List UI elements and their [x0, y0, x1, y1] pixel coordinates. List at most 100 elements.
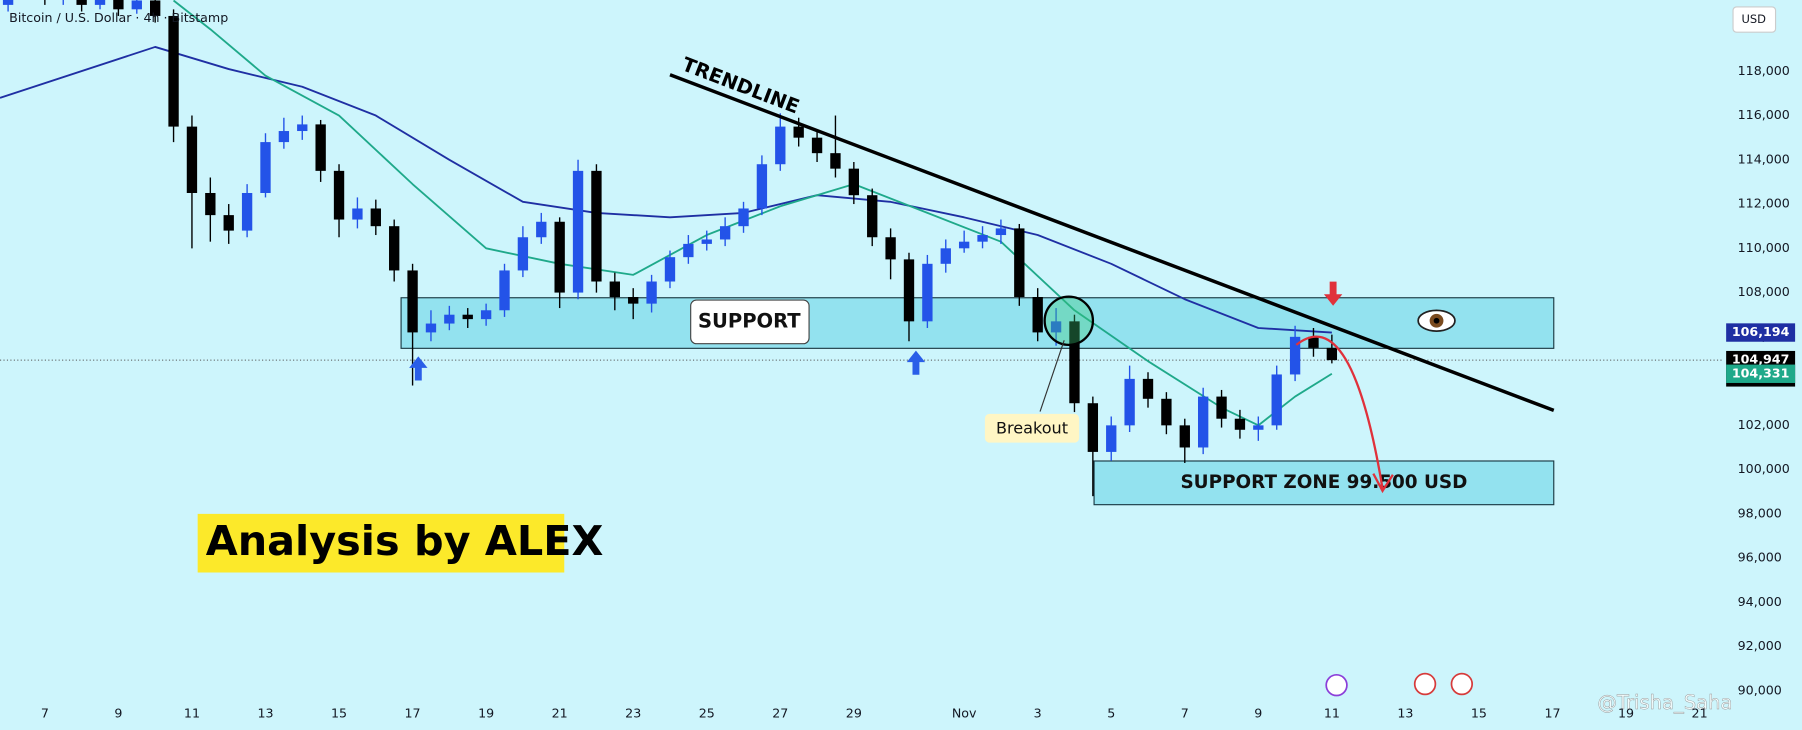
- y-tick-label: 94,000: [1738, 594, 1782, 609]
- candle-body: [168, 15, 179, 127]
- y-tick-label: 90,000: [1738, 682, 1782, 697]
- watermark: @Trisha_Saha: [1597, 691, 1732, 714]
- candle-body: [995, 228, 1007, 236]
- candle-body: [1142, 378, 1154, 399]
- candle-body: [480, 310, 492, 320]
- candle-body: [94, 0, 106, 5]
- candle-body: [609, 281, 620, 298]
- y-tick-label: 96,000: [1738, 550, 1782, 565]
- candle-body: [499, 270, 510, 311]
- candle-body: [848, 168, 860, 196]
- x-tick-label: 9: [114, 705, 122, 720]
- candle-body: [628, 297, 639, 304]
- candle-body: [719, 226, 731, 240]
- y-tick-label: 112,000: [1738, 196, 1790, 211]
- x-tick-label: 13: [257, 705, 273, 720]
- candle-body: [1032, 297, 1043, 333]
- x-tick-label: 17: [405, 705, 421, 720]
- x-tick-label: 25: [699, 705, 715, 720]
- price-label: 104,947: [1732, 352, 1790, 367]
- x-tick-label: 11: [184, 705, 200, 720]
- blue-arrow: [906, 350, 926, 375]
- candle-body: [1253, 425, 1264, 430]
- candle-body: [260, 142, 271, 193]
- candle-body: [278, 131, 290, 143]
- candle-body: [517, 237, 529, 271]
- candle-body: [572, 170, 584, 293]
- candle-body: [1197, 396, 1209, 448]
- candle-body: [1087, 403, 1099, 452]
- candle-body: [150, 0, 161, 16]
- breakout-label: Breakout: [996, 418, 1068, 437]
- candle-body: [186, 126, 198, 193]
- y-tick-label: 100,000: [1738, 461, 1790, 476]
- y-tick-label: 102,000: [1738, 417, 1790, 432]
- candle-body: [591, 170, 602, 282]
- x-tick-label: 15: [1471, 705, 1487, 720]
- x-tick-label: 17: [1544, 705, 1560, 720]
- candle-body: [352, 208, 363, 220]
- price-label-box: [1726, 323, 1796, 342]
- event-icon[interactable]: [1325, 673, 1348, 697]
- candle-body: [940, 248, 951, 264]
- y-tick-label: 110,000: [1738, 240, 1790, 255]
- currency-label: USD: [1741, 12, 1766, 26]
- candle-body: [554, 221, 565, 293]
- candle-body: [113, 0, 124, 10]
- candle-body: [1234, 418, 1246, 430]
- author-label: Analysis by ALEX: [206, 517, 604, 565]
- candle-body: [922, 263, 933, 322]
- candle-body: [297, 124, 308, 132]
- blue-arrow: [409, 356, 428, 381]
- support-label: SUPPORT: [698, 309, 801, 332]
- y-tick-label: 116,000: [1738, 107, 1790, 122]
- candle-body: [1216, 396, 1227, 419]
- support-zone-label: SUPPORT ZONE 99.500 USD: [1180, 472, 1467, 493]
- event-icon[interactable]: [1413, 672, 1437, 696]
- x-tick-label: 11: [1324, 705, 1340, 720]
- candle-body: [664, 257, 676, 282]
- x-tick-label: 27: [772, 705, 788, 720]
- candle-body: [205, 192, 216, 216]
- red-arrow: [1323, 281, 1343, 306]
- x-tick-label: 15: [331, 705, 347, 720]
- x-tick-label: 9: [1254, 705, 1262, 720]
- author-box: [197, 513, 565, 573]
- x-tick-label: 21: [552, 705, 568, 720]
- candle-body: [867, 195, 878, 238]
- x-tick-label: 3: [1034, 705, 1042, 720]
- candle-body: [76, 0, 87, 5]
- y-tick-label: 98,000: [1738, 505, 1782, 520]
- candle-body: [977, 235, 988, 242]
- candle-body: [1050, 321, 1062, 333]
- candle-body: [444, 314, 455, 324]
- candle-body: [830, 153, 841, 169]
- candle-body: [1014, 228, 1025, 298]
- x-tick-label: 19: [1618, 705, 1634, 720]
- candle-body: [425, 323, 437, 333]
- candle-body: [775, 126, 786, 165]
- event-icon[interactable]: [1450, 672, 1474, 696]
- candle-body: [241, 192, 253, 231]
- x-tick-label: 19: [478, 705, 494, 720]
- y-tick-label: 118,000: [1738, 63, 1790, 78]
- candle-body: [1289, 336, 1301, 375]
- candle-body: [646, 281, 657, 304]
- x-tick-label: 7: [41, 705, 49, 720]
- projection-curve: [1295, 335, 1384, 489]
- candle-body: [756, 164, 768, 209]
- moving-average: [0, 46, 1332, 334]
- x-tick-label: Nov: [952, 705, 977, 720]
- candle-body: [2, 0, 14, 5]
- candle-body: [131, 0, 142, 10]
- candle-body: [389, 226, 400, 271]
- candle-body: [333, 170, 345, 220]
- y-tick-label: 92,000: [1738, 638, 1782, 653]
- candle-body: [958, 241, 970, 249]
- candles: [2, 0, 1338, 497]
- x-tick-label: 5: [1107, 705, 1115, 720]
- x-tick-label: 21: [1692, 705, 1708, 720]
- candle-body: [683, 243, 694, 258]
